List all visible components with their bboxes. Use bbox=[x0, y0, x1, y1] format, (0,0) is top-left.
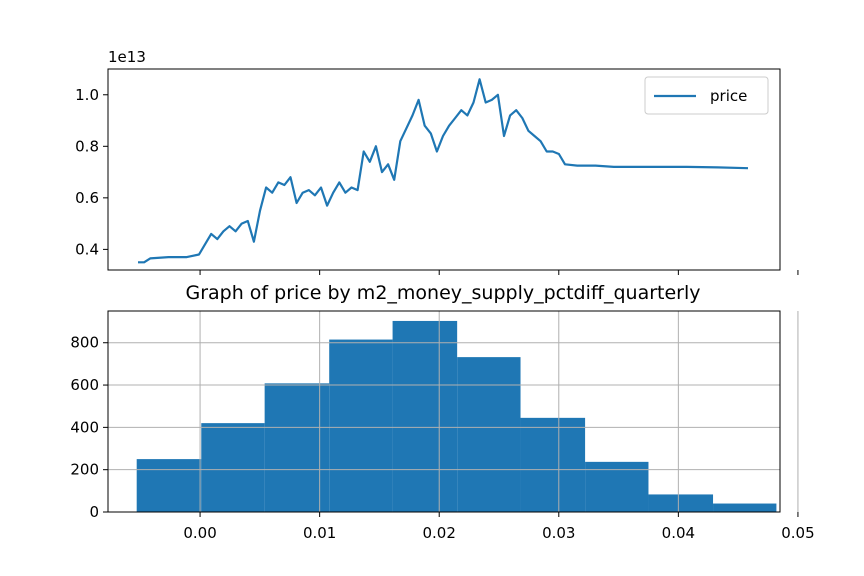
histogram-bar bbox=[201, 423, 265, 512]
histogram-bar bbox=[264, 383, 330, 512]
histogram-bar bbox=[648, 494, 714, 512]
price-line-chart: 0.4 0.6 0.8 1.0 1e13 price bbox=[75, 48, 799, 275]
histogram-bar bbox=[520, 417, 586, 512]
histogram-bar bbox=[585, 461, 649, 512]
top-y-tick-label: 0.6 bbox=[75, 189, 99, 207]
histogram-bar bbox=[457, 357, 521, 512]
histogram-y-tick-label: 600 bbox=[70, 376, 99, 394]
histogram-x-tick-label: 0.03 bbox=[542, 524, 575, 542]
bottom-plot-frame bbox=[107, 310, 781, 513]
y-offset-label: 1e13 bbox=[108, 48, 146, 66]
histogram-ticks: 0.00 0.01 0.02 0.03 0.04 0.05 0 200 400 600 800 bbox=[70, 334, 814, 542]
histogram-x-tick-label: 0.02 bbox=[423, 524, 456, 542]
histogram-grid bbox=[108, 311, 799, 513]
histogram-chart: Graph of price by m2_money_supply_pctdif… bbox=[70, 282, 814, 542]
histogram-bar bbox=[136, 459, 202, 512]
legend-box bbox=[644, 76, 769, 115]
top-plot-frame bbox=[107, 68, 781, 271]
legend: price bbox=[644, 76, 769, 115]
histogram-x-tick-label: 0.04 bbox=[662, 524, 695, 542]
top-y-tick-label: 1.0 bbox=[75, 86, 99, 104]
top-y-ticks: 0.4 0.6 0.8 1.0 bbox=[75, 86, 108, 258]
histogram-y-tick-label: 200 bbox=[70, 461, 99, 479]
histogram-bar bbox=[392, 320, 458, 512]
histogram-title: Graph of price by m2_money_supply_pctdif… bbox=[185, 282, 700, 304]
legend-label-price: price bbox=[710, 87, 747, 105]
histogram-y-tick-label: 400 bbox=[70, 418, 99, 436]
top-x-ticks bbox=[199, 270, 799, 275]
histogram-y-tick-label: 800 bbox=[70, 334, 99, 352]
histogram-bar bbox=[713, 503, 777, 512]
top-y-tick-label: 0.4 bbox=[75, 240, 99, 258]
histogram-x-tick-label: 0.05 bbox=[781, 524, 814, 542]
histogram-bars bbox=[136, 320, 777, 512]
histogram-bar bbox=[329, 339, 393, 512]
price-series-line bbox=[138, 78, 749, 264]
top-y-tick-label: 0.8 bbox=[75, 137, 99, 155]
histogram-x-tick-label: 0.00 bbox=[183, 524, 216, 542]
histogram-x-tick-label: 0.01 bbox=[303, 524, 336, 542]
histogram-y-tick-label: 0 bbox=[89, 503, 99, 521]
